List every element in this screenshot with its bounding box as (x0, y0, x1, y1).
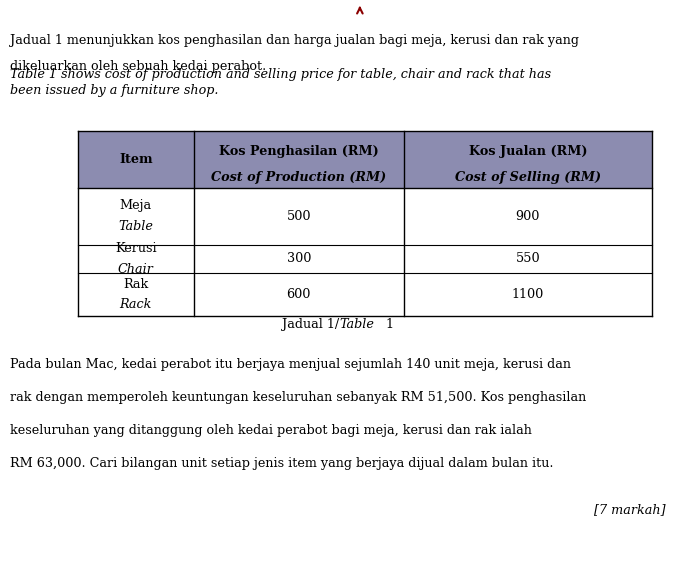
Text: 1100: 1100 (512, 288, 544, 301)
Text: Table: Table (118, 220, 153, 233)
Text: 1: 1 (382, 318, 394, 331)
Text: Cost of Production (RM): Cost of Production (RM) (211, 171, 386, 184)
Text: Kerusi: Kerusi (115, 242, 157, 255)
Text: Jadual 1/: Jadual 1/ (282, 318, 340, 331)
Text: 900: 900 (516, 210, 540, 222)
Text: Kos Jualan (RM): Kos Jualan (RM) (469, 145, 587, 158)
Text: been issued by a furniture shop.: been issued by a furniture shop. (10, 84, 219, 97)
Text: keseluruhan yang ditanggung oleh kedai perabot bagi meja, kerusi dan rak ialah: keseluruhan yang ditanggung oleh kedai p… (10, 424, 532, 438)
Bar (194, 188, 404, 316)
Text: Meja: Meja (120, 200, 152, 212)
Text: 500: 500 (287, 210, 311, 222)
Text: RM 63,000. Cari bilangan unit setiap jenis item yang berjaya dijual dalam bulan : RM 63,000. Cari bilangan unit setiap jen… (10, 457, 553, 471)
Text: Kos Penghasilan (RM): Kos Penghasilan (RM) (219, 145, 379, 158)
Text: Chair: Chair (118, 263, 153, 275)
Bar (78, 188, 194, 316)
Text: 550: 550 (515, 253, 540, 265)
Text: Table: Table (340, 318, 374, 331)
Text: Item: Item (119, 153, 153, 166)
Text: 300: 300 (287, 253, 311, 265)
Bar (194, 131, 404, 188)
Bar (404, 188, 652, 316)
Text: Cost of Selling (RM): Cost of Selling (RM) (455, 171, 601, 184)
Text: Pada bulan Mac, kedai perabot itu berjaya menjual sejumlah 140 unit meja, kerusi: Pada bulan Mac, kedai perabot itu berjay… (10, 358, 571, 372)
Text: Jadual 1 menunjukkan kos penghasilan dan harga jualan bagi meja, kerusi dan rak : Jadual 1 menunjukkan kos penghasilan dan… (10, 34, 579, 47)
Text: rak dengan memperoleh keuntungan keseluruhan sebanyak RM 51,500. Kos penghasilan: rak dengan memperoleh keuntungan keselur… (10, 391, 587, 405)
Bar (78, 131, 194, 188)
Text: Table 1 shows cost of production and selling price for table, chair and rack tha: Table 1 shows cost of production and sel… (10, 68, 551, 81)
Text: [7 markah]: [7 markah] (594, 504, 665, 517)
Text: Rack: Rack (120, 298, 152, 311)
Text: Rak: Rak (123, 278, 149, 291)
Text: dikeluarkan oleh sebuah kedai perabot.: dikeluarkan oleh sebuah kedai perabot. (10, 60, 266, 73)
Text: 600: 600 (287, 288, 311, 301)
Bar (404, 131, 652, 188)
